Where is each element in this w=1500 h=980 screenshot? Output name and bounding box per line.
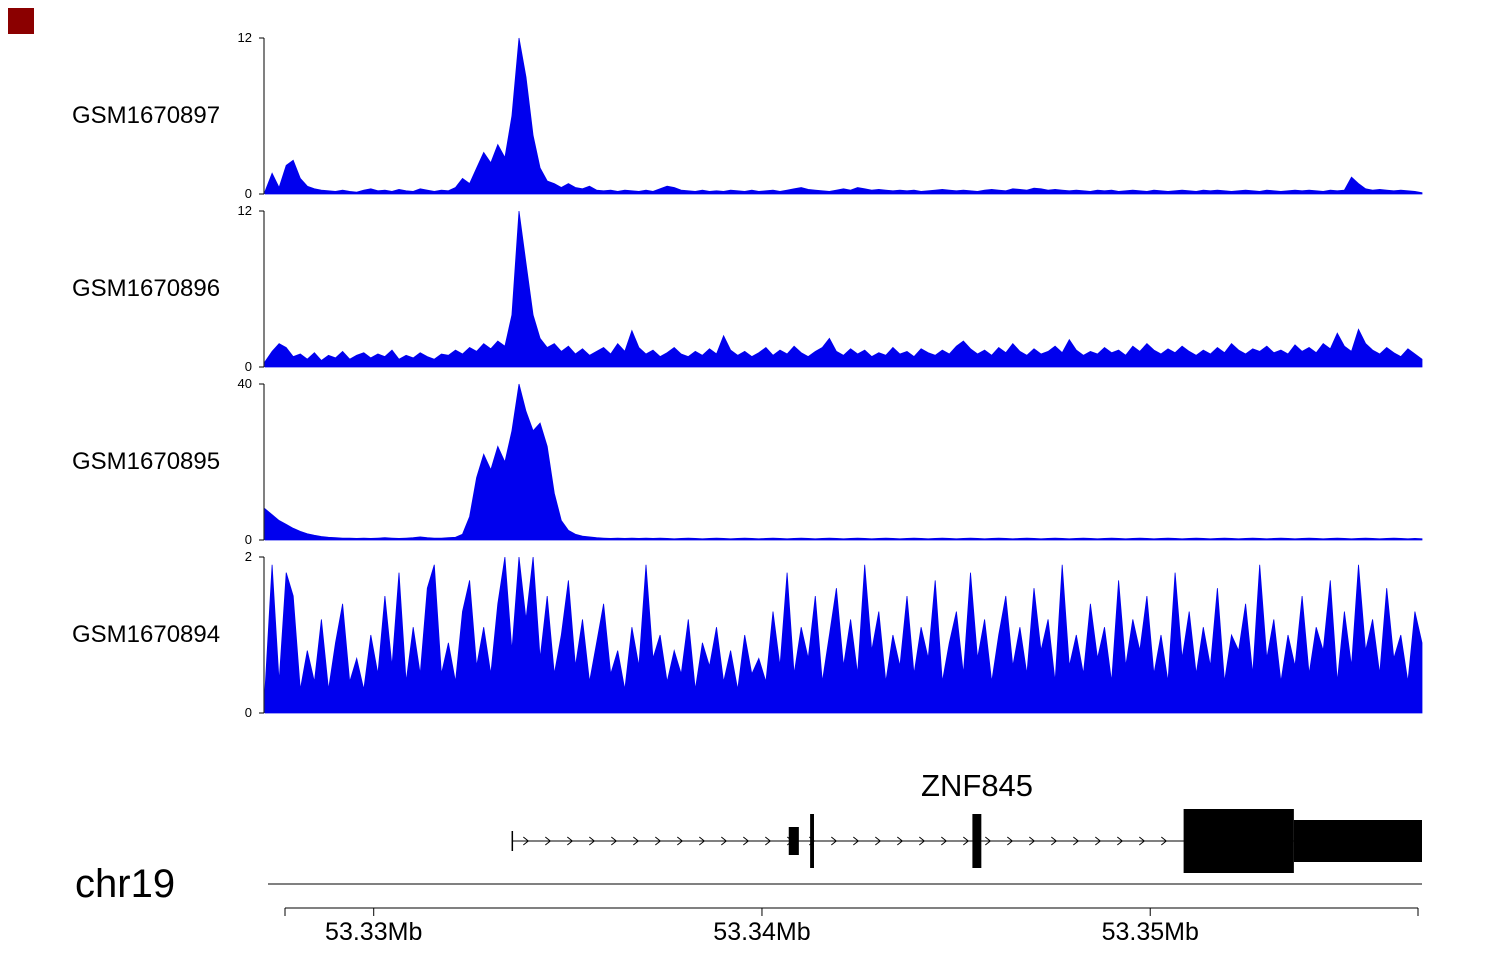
coverage-plot — [259, 37, 1423, 195]
genome-axis — [268, 883, 1422, 916]
coverage-plot — [259, 210, 1423, 368]
y-axis-max-label: 40 — [237, 376, 252, 391]
axis-tick-label: 53.35Mb — [1101, 918, 1199, 946]
track-label: GSM1670894 — [72, 621, 221, 648]
y-axis-max-label: 12 — [237, 203, 252, 218]
axis-tick-label: 53.34Mb — [713, 918, 811, 946]
track-row: GSM1670894 2 0 — [0, 550, 1500, 720]
track-label: GSM1670897 — [72, 102, 221, 129]
y-axis-zero-label: 0 — [244, 532, 252, 547]
y-axis-zero-label: 0 — [244, 359, 252, 374]
coverage-plot — [259, 556, 1423, 714]
y-axis-zero-label: 0 — [244, 186, 252, 201]
y-axis-max-label: 2 — [244, 549, 252, 564]
track-row: GSM1670895 40 0 — [0, 377, 1500, 547]
chromosome-label: chr19 — [75, 862, 176, 906]
track-row: GSM1670896 12 0 — [0, 204, 1500, 374]
axis-tick-label: 53.33Mb — [325, 918, 423, 946]
track-row: GSM1670897 12 0 — [0, 31, 1500, 201]
y-axis-zero-label: 0 — [244, 705, 252, 720]
track-label: GSM1670895 — [72, 448, 221, 475]
gene-name-label: ZNF845 — [921, 768, 1034, 803]
gene-model — [511, 809, 1422, 873]
y-axis-max-label: 12 — [237, 30, 252, 45]
track-label: GSM1670896 — [72, 275, 221, 302]
coverage-plot — [259, 383, 1423, 541]
corner-marker — [8, 8, 34, 34]
